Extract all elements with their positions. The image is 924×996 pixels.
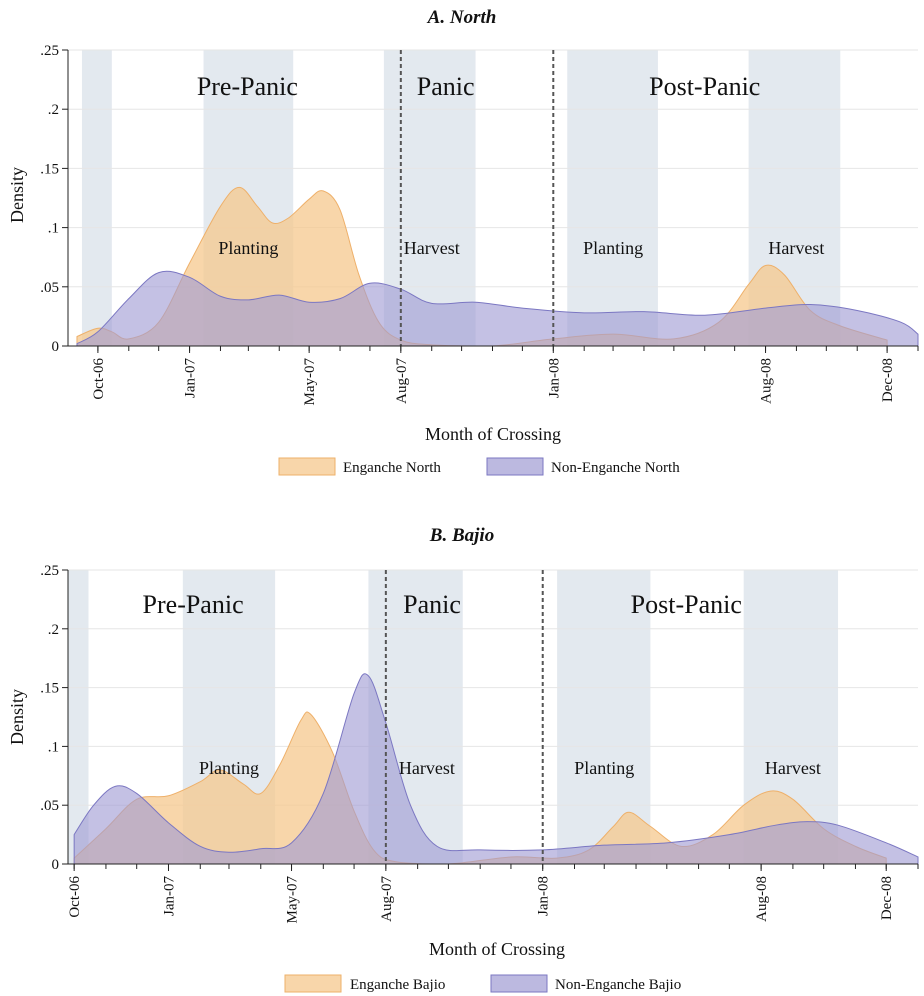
- x-tick-label: Dec-08: [880, 358, 896, 402]
- phase-label: Pre-Panic: [143, 590, 244, 619]
- phase-label: Post-Panic: [649, 72, 760, 101]
- y-tick-label: .25: [40, 43, 59, 59]
- phase-label: Panic: [417, 72, 475, 101]
- season-label: Harvest: [765, 758, 821, 778]
- y-tick-label: 0: [52, 339, 60, 355]
- legend-label-non-enganche: Non-Enganche North: [551, 460, 680, 476]
- y-tick-label: .15: [40, 681, 59, 697]
- x-axis-label: Month of Crossing: [425, 424, 561, 444]
- x-tick-label: Jan-07: [161, 876, 177, 916]
- y-tick-label: .05: [40, 798, 59, 814]
- x-tick-label: Aug-08: [754, 876, 770, 922]
- x-tick-label: Aug-07: [379, 876, 395, 922]
- panel-title: B. Bajio: [429, 525, 494, 546]
- x-tick-label: Jan-07: [183, 358, 199, 398]
- season-label: Planting: [574, 758, 634, 778]
- x-tick-label: Aug-07: [394, 358, 410, 404]
- legend-swatch-enganche: [284, 974, 342, 993]
- phase-label: Pre-Panic: [197, 72, 298, 101]
- legend-label-non-enganche: Non-Enganche Bajio: [555, 977, 681, 993]
- y-tick-label: .05: [40, 280, 59, 296]
- legend-swatch-non-enganche: [486, 457, 544, 476]
- panel-bajio: B. Bajio Pre-Panic Panic Post-Panic Plantin…: [7, 525, 919, 993]
- x-tick-label: Dec-08: [879, 876, 895, 920]
- x-tick-label: Aug-08: [759, 358, 775, 404]
- season-label: Planting: [218, 238, 278, 258]
- x-tick-label: Oct-06: [67, 876, 83, 918]
- season-band: [81, 50, 112, 346]
- y-tick-label: .1: [48, 739, 59, 755]
- legend-label-enganche: Enganche North: [343, 460, 441, 476]
- legend: Enganche Bajio Non-Enganche Bajio: [284, 974, 681, 993]
- y-tick-label: .2: [48, 622, 59, 638]
- y-axis-label: Density: [7, 689, 27, 745]
- y-tick-label: .2: [48, 102, 59, 118]
- legend-swatch-non-enganche: [490, 974, 548, 993]
- y-tick-label: .25: [40, 563, 59, 579]
- x-tick-label: Jan-08: [546, 358, 562, 398]
- x-tick-label: May-07: [285, 876, 301, 924]
- panel-title: A. North: [427, 7, 497, 28]
- season-label: Harvest: [768, 238, 824, 258]
- x-axis-label: Month of Crossing: [429, 939, 565, 959]
- season-label: Planting: [199, 758, 259, 778]
- legend-label-enganche: Enganche Bajio: [350, 977, 445, 993]
- season-label: Harvest: [404, 238, 460, 258]
- y-axis-label: Density: [7, 167, 27, 223]
- legend: Enganche North Non-Enganche North: [278, 457, 680, 476]
- y-tick-label: 0: [52, 857, 60, 873]
- series-non-enganche-area: [73, 673, 919, 865]
- phase-label: Post-Panic: [631, 590, 742, 619]
- legend-swatch-enganche: [278, 457, 336, 476]
- panel-north: A. North Pre-Panic Panic Post-Panic Plantin…: [7, 7, 919, 476]
- x-tick-label: May-07: [302, 358, 318, 406]
- x-tick-label: Jan-08: [536, 876, 552, 916]
- y-tick-label: .1: [48, 221, 59, 237]
- season-band: [68, 570, 89, 864]
- season-label: Planting: [583, 238, 643, 258]
- season-label: Harvest: [399, 758, 455, 778]
- season-band: [567, 50, 658, 346]
- phase-label: Panic: [403, 590, 461, 619]
- y-tick-label: .15: [40, 161, 59, 177]
- x-tick-label: Oct-06: [91, 358, 107, 400]
